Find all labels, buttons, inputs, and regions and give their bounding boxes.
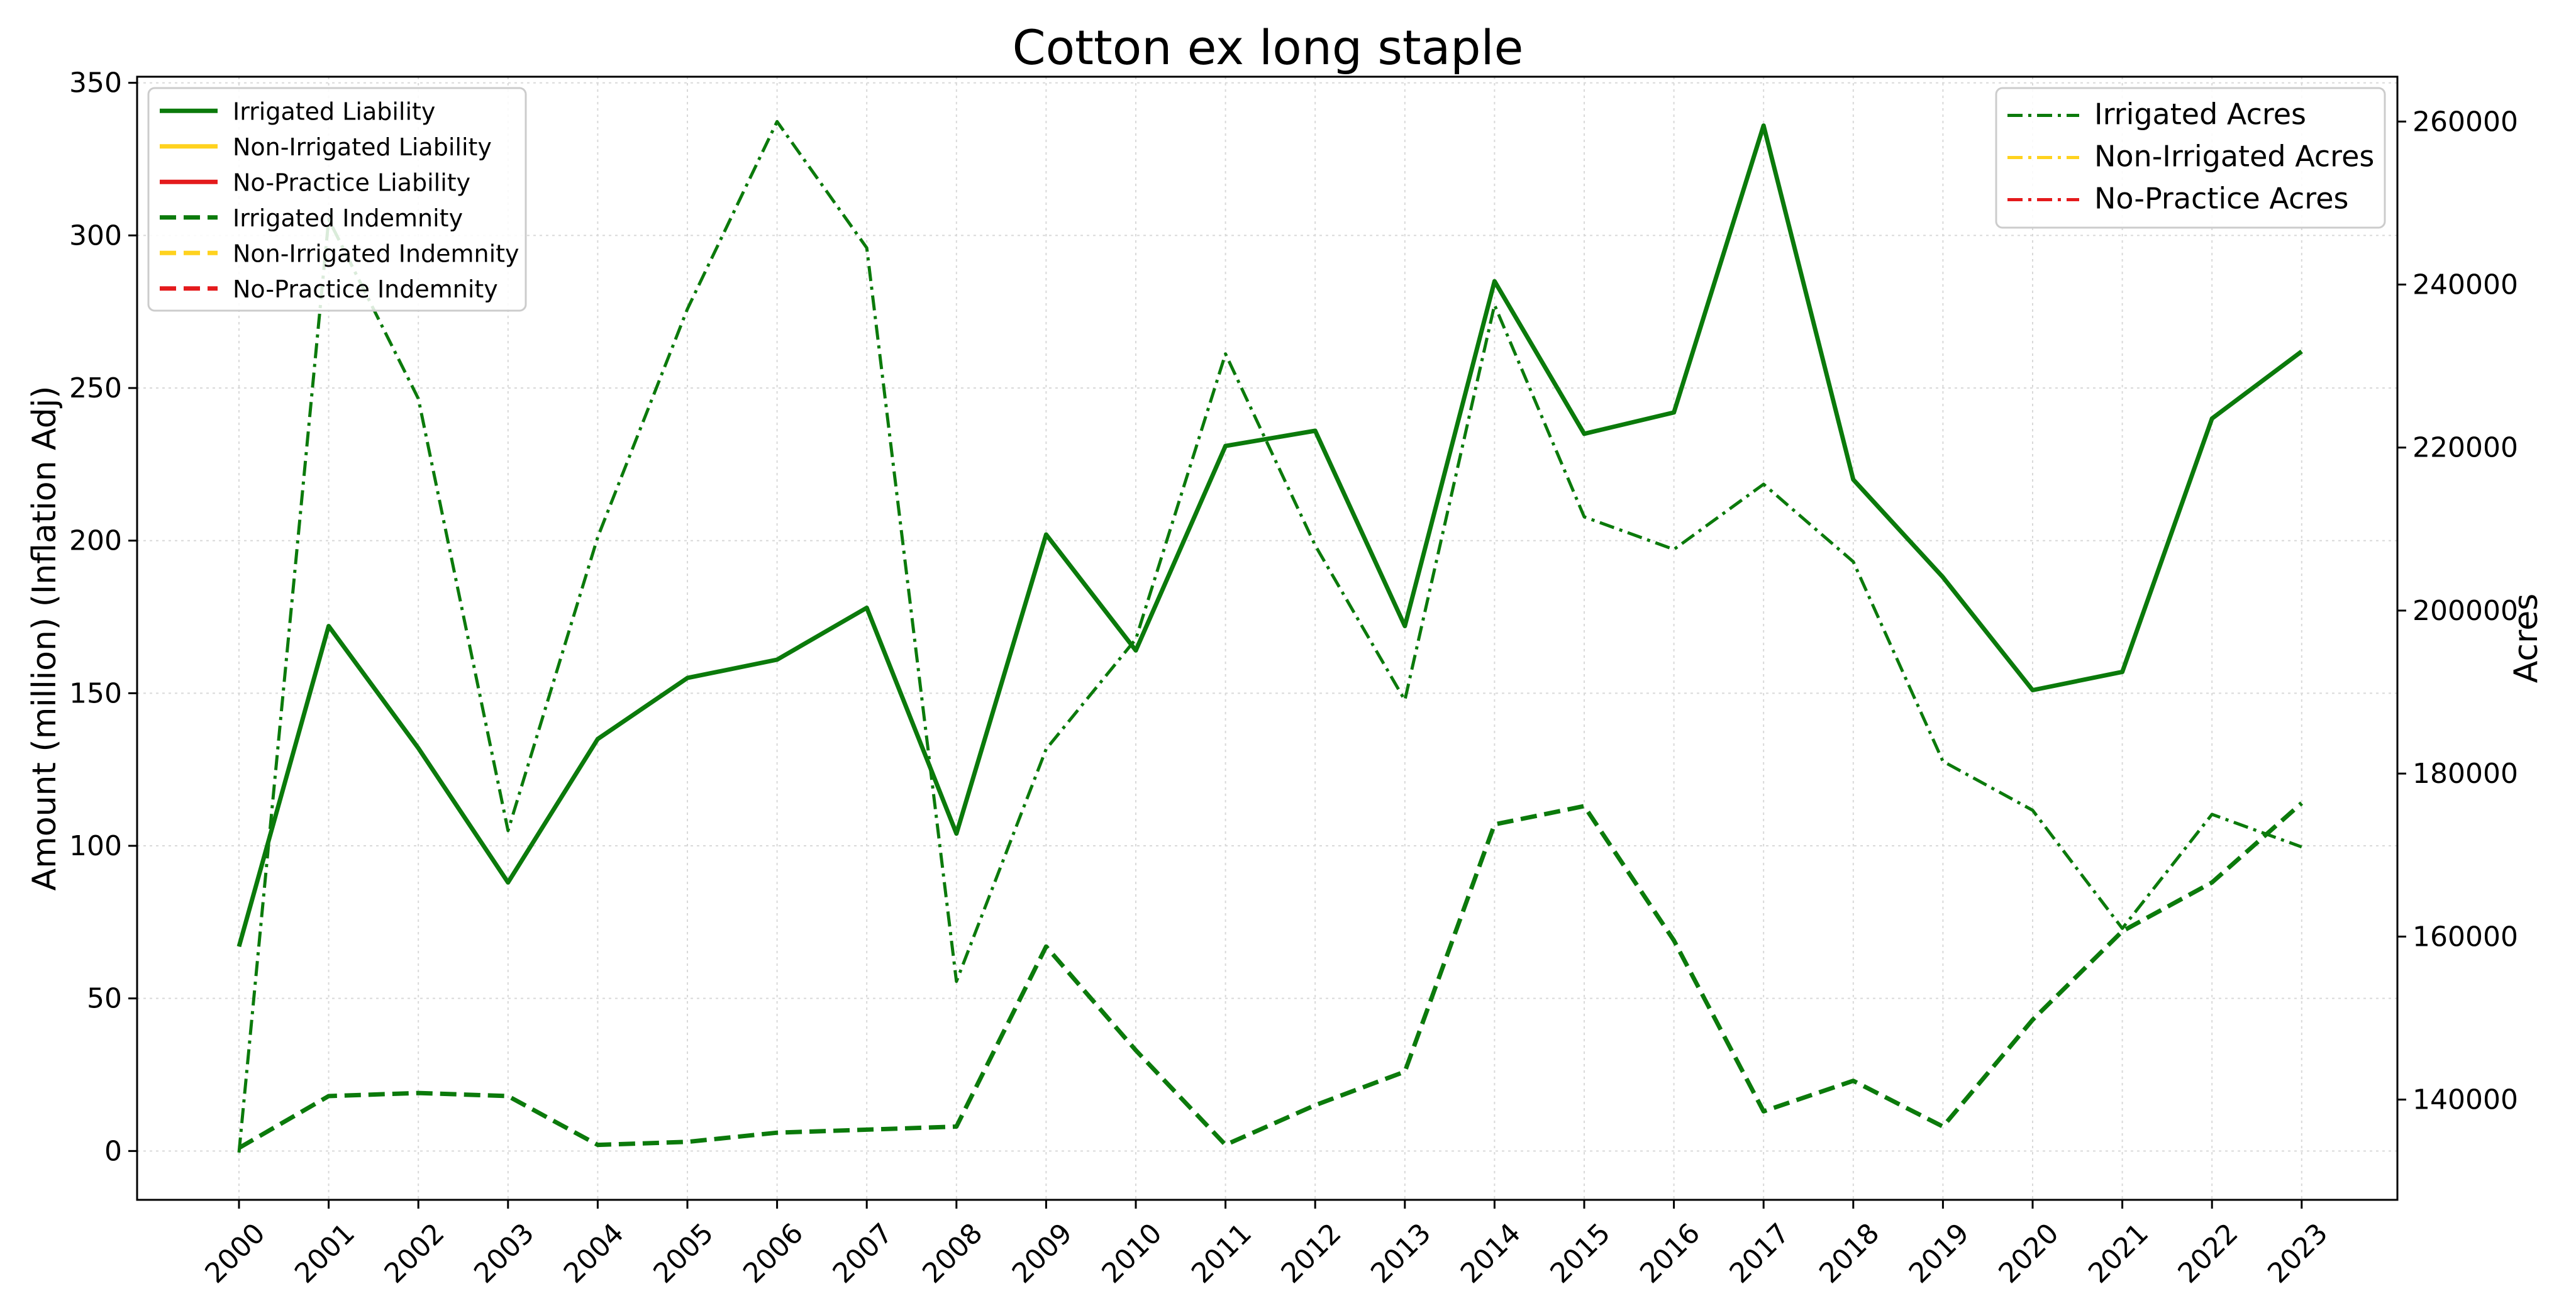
legend-label: Irrigated Indemnity [233,204,463,232]
series-line [236,123,2303,948]
x-tick-label: 2011 [1185,1217,1258,1289]
x-tick-label: 2008 [916,1217,989,1289]
grid-lines [137,77,2397,1200]
x-tick-label: 2002 [379,1217,451,1289]
right-y-tick-label: 160000 [2412,921,2518,953]
right-y-axis-label: Acres [2507,594,2545,684]
right-axis-series [237,119,2302,1153]
left-y-tick-label: 0 [104,1135,122,1167]
plot-frame [136,75,2399,1201]
x-tick-label: 2006 [737,1217,809,1289]
series-line [238,801,2304,1150]
legend-label: Non-Irrigated Indemnity [233,240,519,267]
legend-label: No-Practice Liability [233,169,470,196]
x-tick-label: 2022 [2172,1217,2245,1289]
left-y-tick-label: 300 [69,219,122,252]
x-tick-label: 2015 [1544,1217,1616,1289]
x-tick-label: 2003 [468,1217,540,1289]
x-tick-label: 2004 [558,1217,630,1289]
legend-label: Non-Irrigated Liability [233,133,492,161]
right-y-tick-label: 200000 [2412,595,2518,627]
left-y-tick-label: 200 [69,525,122,557]
chart-title: Cotton ex long staple [1013,19,1524,75]
right-y-axis: 140000 160000 180000 200000 220000 240000 2600… [2397,106,2518,1116]
x-tick-label: 2010 [1096,1217,1168,1289]
left-y-tick-label: 150 [69,677,122,709]
right-y-tick-label: 140000 [2412,1084,2518,1116]
x-tick-label: 2001 [289,1217,361,1289]
x-tick-label: 2018 [1813,1217,1885,1289]
x-tick-label: 2016 [1634,1217,1706,1289]
legend-right: Irrigated Acres Non-Irrigated Acres No-Pra… [1995,87,2386,229]
x-tick-label: 2013 [1365,1217,1437,1289]
x-tick-label: 2021 [2082,1217,2155,1289]
legend-box [1995,87,2386,229]
x-tick-label: 2007 [827,1217,899,1289]
x-tick-label: 2014 [1455,1217,1527,1289]
x-tick-label: 2000 [199,1217,271,1289]
legend-label: Non-Irrigated Acres [2094,140,2374,174]
left-y-tick-label: 350 [69,67,122,99]
x-tick-label: 2005 [647,1217,719,1289]
x-tick-label: 2017 [1724,1217,1796,1289]
legend-box [147,87,527,312]
x-tick-label: 2023 [2262,1217,2334,1289]
x-tick-label: 2009 [1006,1217,1079,1289]
right-y-tick-label: 260000 [2412,106,2518,138]
x-tick-label: 2020 [1992,1217,2065,1289]
right-y-tick-label: 220000 [2412,432,2518,464]
x-axis: 2000 2001 2002 2003 2004 2005 2006 2007 2008 2009… [199,1200,2334,1290]
legend-left: Irrigated Liability Non-Irrigated Liabili… [147,87,527,312]
left-y-tick-label: 100 [69,830,122,862]
legend-label: Irrigated Acres [2094,97,2306,131]
left-y-tick-label: 50 [87,983,122,1015]
x-tick-label: 2012 [1275,1217,1348,1289]
legend-label: Irrigated Liability [233,97,435,125]
x-tick-label: 2019 [1903,1217,1975,1289]
series-line [237,119,2302,1153]
left-axis-series [236,123,2304,1150]
right-y-tick-label: 240000 [2412,269,2518,301]
legend-label: No-Practice Acres [2094,182,2348,216]
right-y-tick-label: 180000 [2412,758,2518,790]
left-y-axis-label: Amount (million) (Inflation Adj) [26,386,64,891]
left-y-tick-label: 250 [69,372,122,404]
legend-label: No-Practice Indemnity [233,275,498,303]
left-y-axis: 0 50 100 150 200 250 300 350 [69,67,137,1167]
